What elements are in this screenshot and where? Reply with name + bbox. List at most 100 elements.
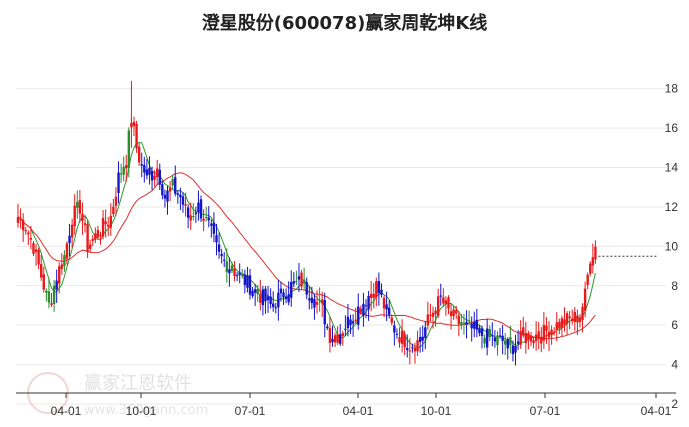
candle-body xyxy=(571,318,574,322)
candle-body xyxy=(16,216,20,223)
candle-body xyxy=(362,303,365,316)
candle-body xyxy=(91,238,94,241)
candle-body xyxy=(390,317,393,323)
candle-body xyxy=(418,337,422,343)
candle-body xyxy=(467,320,471,322)
y-tick-label: 18 xyxy=(665,82,679,96)
candle-body xyxy=(117,172,120,193)
candle-body xyxy=(148,167,151,175)
candle-body xyxy=(488,329,491,338)
candle-body xyxy=(189,215,192,221)
candle-body xyxy=(153,175,156,180)
candle-body xyxy=(540,336,543,344)
candle-body xyxy=(163,194,167,199)
candle-body xyxy=(455,310,458,314)
ma-long-line xyxy=(17,172,596,340)
candle-body xyxy=(186,207,190,218)
candle-body xyxy=(284,296,288,300)
candle-body xyxy=(266,296,270,301)
candle-body xyxy=(491,335,494,337)
candle-body xyxy=(457,315,460,325)
candle-body xyxy=(436,296,440,317)
candle-body xyxy=(251,290,254,297)
candle-body xyxy=(24,230,27,232)
x-tick-label: 04-01 xyxy=(343,404,374,418)
candle-body xyxy=(354,319,357,321)
candle-body xyxy=(511,345,515,355)
candle-body xyxy=(253,289,257,293)
candle-body xyxy=(277,292,280,308)
candle-body xyxy=(506,339,509,349)
candle-body xyxy=(388,307,391,315)
candle-body xyxy=(60,264,64,269)
candle-body xyxy=(248,275,252,295)
y-tick-label: 10 xyxy=(665,239,679,253)
candle-body xyxy=(558,321,561,329)
candle-body xyxy=(573,312,576,323)
candle-body xyxy=(369,293,373,298)
candle-body xyxy=(359,308,363,313)
candle-body xyxy=(429,314,432,316)
candle-body xyxy=(104,221,107,225)
candle-body xyxy=(308,298,311,301)
candle-body xyxy=(400,330,404,344)
candle-body xyxy=(70,224,74,238)
x-tick-label: 07-01 xyxy=(530,404,561,418)
candle-body xyxy=(591,257,595,266)
candle-body xyxy=(107,224,110,227)
candle-body xyxy=(550,329,553,336)
candle-body xyxy=(101,218,105,237)
chart-title: 澄星股份(600078)赢家周乾坤K线 xyxy=(201,13,488,34)
candle-body xyxy=(99,234,102,236)
candle-body xyxy=(137,146,141,163)
candle-body xyxy=(287,294,290,303)
watermark-url: www.360gann.com xyxy=(84,403,208,418)
candle-body xyxy=(94,233,97,240)
candle-body xyxy=(156,168,159,178)
candle-body xyxy=(341,333,344,336)
candle-body xyxy=(168,187,172,192)
candle-body xyxy=(310,297,314,304)
y-tick-label: 2 xyxy=(671,397,678,411)
candle-body xyxy=(529,335,533,342)
candle-body xyxy=(524,333,528,344)
candle-body xyxy=(344,328,347,330)
candle-body xyxy=(586,274,589,285)
candle-body xyxy=(568,316,571,319)
candle-body xyxy=(158,169,161,185)
candle-body xyxy=(519,330,522,345)
candle-body xyxy=(78,200,82,214)
y-tick-label: 4 xyxy=(671,358,678,372)
candle-body xyxy=(478,327,481,334)
candle-body xyxy=(473,321,476,329)
candle-body xyxy=(413,347,417,352)
candle-body xyxy=(86,224,89,252)
candle-body xyxy=(385,304,388,310)
candle-body xyxy=(527,333,530,340)
candle-body xyxy=(346,316,350,329)
candle-body xyxy=(305,282,308,295)
candle-body xyxy=(395,333,399,335)
candle-body xyxy=(55,280,58,290)
candle-body xyxy=(318,299,321,301)
candle-body xyxy=(261,289,265,306)
candle-body xyxy=(393,325,396,333)
candle-body xyxy=(504,340,507,345)
candle-body xyxy=(202,218,205,221)
candle-body xyxy=(233,268,236,277)
candle-body xyxy=(81,213,84,222)
candle-body xyxy=(416,340,419,352)
candle-body xyxy=(150,171,154,181)
candle-body xyxy=(431,312,435,317)
candle-body xyxy=(563,319,566,325)
candle-body xyxy=(406,348,409,351)
candle-body xyxy=(522,327,525,336)
candle-body xyxy=(50,303,53,305)
candle-body xyxy=(132,121,136,127)
candle-body xyxy=(333,335,337,343)
candle-body xyxy=(264,288,267,302)
candle-body xyxy=(297,276,301,280)
candle-body xyxy=(27,232,30,235)
candle-body xyxy=(439,295,442,297)
candle-body xyxy=(475,319,479,330)
